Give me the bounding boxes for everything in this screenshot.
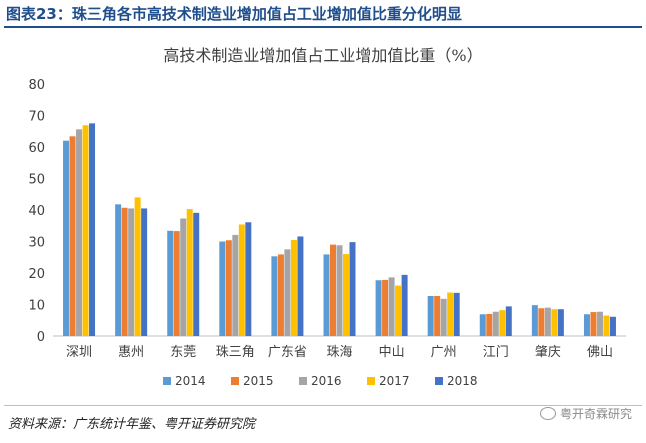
bar [76,129,83,336]
bar [121,207,128,336]
bar [557,309,564,336]
legend-label: 2018 [447,374,478,388]
x-tick-label: 肇庆 [535,345,561,360]
legend-label: 2017 [379,374,410,388]
y-tick-label: 40 [28,204,45,219]
bar [505,306,512,336]
y-tick-label: 30 [28,236,45,251]
x-tick-label: 深圳 [66,345,92,360]
wechat-icon [539,407,556,420]
bar [330,244,336,336]
bar [128,208,135,336]
x-tick-label: 江门 [483,345,509,360]
y-tick-label: 20 [28,267,45,282]
bar [609,316,616,336]
bar [134,197,141,336]
y-tick-label: 70 [28,110,45,125]
bar [427,295,434,336]
bar [180,218,187,336]
bar [388,277,395,336]
bar [486,313,493,336]
legend-swatch [299,377,307,385]
bar [590,312,597,336]
legend-label: 2015 [243,374,274,388]
legend-label: 2014 [175,374,206,388]
bar [245,222,252,336]
bar [479,314,486,336]
bar [343,254,349,336]
y-tick-label: 0 [37,330,45,345]
bar [173,231,180,336]
footer-divider [4,405,642,406]
bar [336,245,343,336]
bar [596,311,603,336]
bar [219,241,226,336]
bar [603,315,610,336]
bar [499,310,506,336]
figure-title: 图表23：珠三角各市高技术制造业增加值占工业增加值比重分化明显 [6,5,462,23]
bar [538,308,545,336]
figure-header: 图表23：珠三角各市高技术制造业增加值占工业增加值比重分化明显 [4,2,642,28]
bar [238,224,245,336]
bar [544,307,551,336]
legend-swatch [435,377,443,385]
bar [447,292,454,336]
bar [277,254,284,336]
bar [297,236,304,336]
legend-label: 2016 [311,374,342,388]
watermark-text: 粤开奇霖研究 [559,407,632,421]
y-tick-label: 50 [28,173,45,188]
bar [82,125,89,336]
x-tick-label: 惠州 [118,345,144,360]
bar [167,230,174,336]
bar [186,209,193,336]
x-tick-label: 广州 [431,345,457,360]
legend-swatch [367,377,375,385]
bar [69,136,76,336]
bar [284,249,291,336]
x-tick-label: 东莞 [170,345,196,360]
bar [531,305,538,336]
bar [323,254,330,336]
bar [141,208,148,336]
y-tick-label: 80 [28,78,45,93]
legend-swatch [231,377,239,385]
bar [63,140,70,336]
source-note: 资料来源：广东统计年鉴、粤开证券研究院 [8,417,256,432]
bar [440,298,447,336]
bar [583,314,590,336]
bar [193,212,200,336]
watermark: 粤开奇霖研究 [539,405,632,422]
bar [232,234,239,336]
bar [271,256,278,336]
x-tick-label: 佛山 [587,345,613,360]
chart-title: 高技术制造业增加值占工业增加值比重（%） [163,46,483,65]
bar [382,279,389,336]
bar [89,123,96,336]
bar [395,285,402,336]
bar [551,309,558,336]
bar [225,240,232,336]
bar [115,204,122,336]
x-tick-label: 中山 [379,345,405,360]
x-tick-label: 珠三角 [216,345,255,360]
bar [290,239,297,336]
bar [453,292,460,336]
bar [434,295,441,336]
legend-swatch [163,377,171,385]
bar [375,280,382,336]
bar [401,274,408,336]
y-tick-label: 60 [28,141,45,156]
x-tick-label: 珠海 [326,345,352,360]
bar [492,311,499,336]
bar [349,242,356,336]
x-tick-label: 广东省 [268,345,307,360]
y-tick-label: 10 [28,299,45,314]
